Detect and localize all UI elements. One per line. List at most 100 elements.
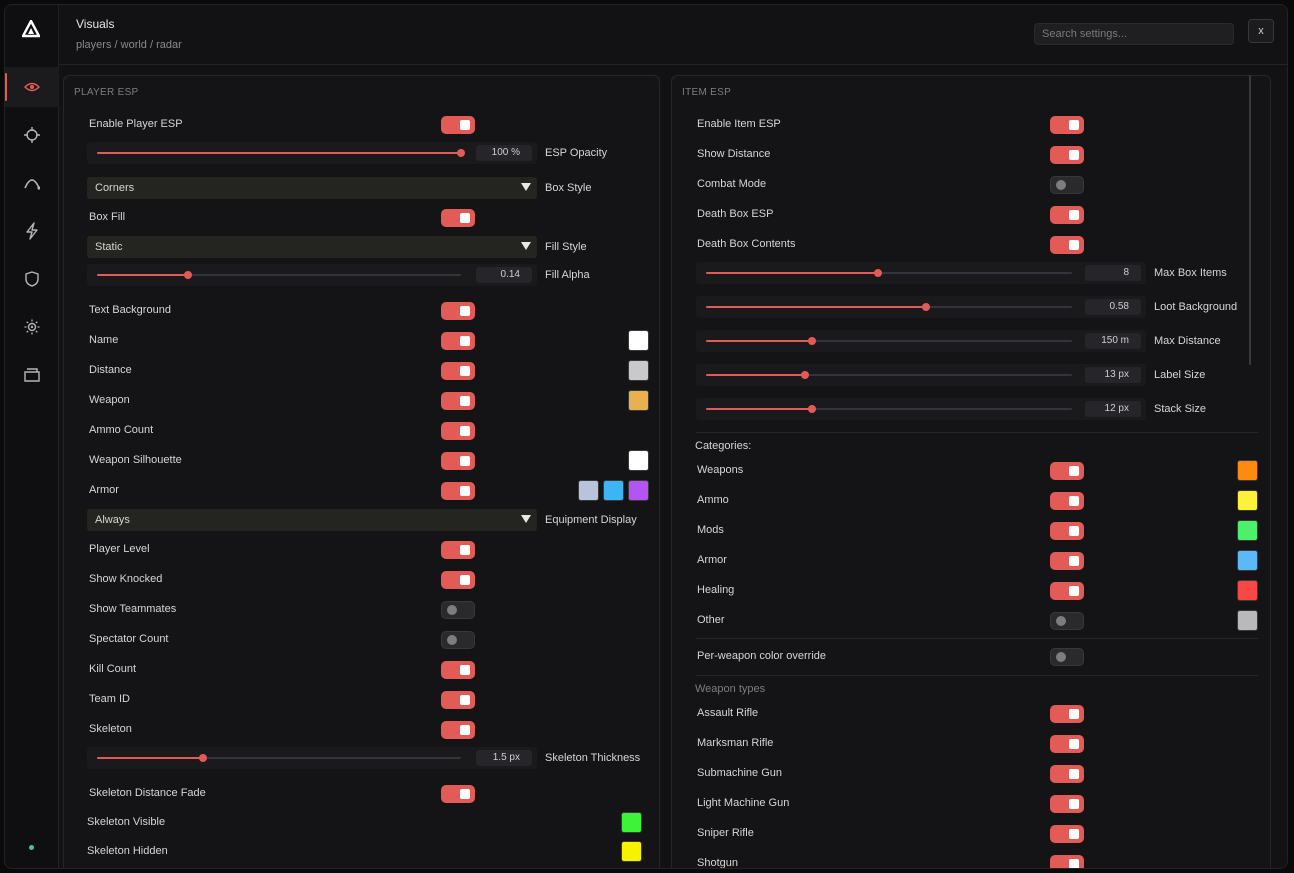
armor-color-swatch[interactable] (628, 480, 649, 501)
slider-fill (706, 408, 813, 410)
box-fill-toggle[interactable] (441, 209, 475, 227)
combat-mode-toggle[interactable] (1050, 176, 1084, 194)
team-id-toggle[interactable] (441, 691, 475, 709)
armor-toggle[interactable] (441, 482, 475, 500)
skeleton-hidden-color-swatch[interactable] (621, 841, 642, 862)
nav-arc[interactable] (5, 163, 59, 203)
fill-style-dropdown[interactable]: Static (87, 236, 537, 258)
name-color-swatch[interactable] (628, 330, 649, 351)
weapon-silhouette-color-swatch[interactable] (628, 450, 649, 471)
category-ammo-color-swatch[interactable] (1237, 490, 1258, 511)
toggle-knob (460, 366, 470, 376)
show-teammates-row: Show Teammates (64, 598, 659, 622)
category-mods-color-swatch[interactable] (1237, 520, 1258, 541)
death-box-esp-toggle[interactable] (1050, 206, 1084, 224)
weapons-toggle[interactable] (1050, 462, 1084, 480)
distance-color-swatch[interactable] (628, 360, 649, 381)
category-weapons-color-swatch[interactable] (1237, 460, 1258, 481)
armor-toggle[interactable] (1050, 552, 1084, 570)
ammo-toggle[interactable] (1050, 492, 1084, 510)
assault-rifle-toggle[interactable] (1050, 705, 1084, 723)
category-healing-color-swatch[interactable] (1237, 580, 1258, 601)
weapon-color-swatch[interactable] (628, 390, 649, 411)
slider-thumb[interactable] (198, 754, 207, 762)
setting-label: Spectator Count (89, 633, 169, 645)
ammo-count-toggle[interactable] (441, 422, 475, 440)
slider-thumb[interactable] (184, 271, 192, 279)
skeleton-thickness-label: Skeleton Thickness (545, 752, 641, 764)
loot-background-slider[interactable] (706, 303, 1072, 311)
name-toggle[interactable] (441, 332, 475, 350)
text-background-toggle[interactable] (441, 302, 475, 320)
death-box-contents-toggle[interactable] (1050, 236, 1084, 254)
skeleton-thickness-slider[interactable] (97, 754, 461, 762)
shotgun-toggle[interactable] (1050, 855, 1084, 868)
nav-eye[interactable] (5, 67, 59, 107)
slider-thumb[interactable] (457, 149, 465, 157)
player-level-toggle[interactable] (441, 541, 475, 559)
scrollbar[interactable] (1249, 75, 1251, 365)
marksman-rifle-toggle[interactable] (1050, 735, 1084, 753)
show-knocked-toggle[interactable] (441, 571, 475, 589)
category-armor-color-swatch[interactable] (1237, 550, 1258, 571)
distance-toggle[interactable] (441, 362, 475, 380)
loot-background-value[interactable]: 0.58 (1085, 299, 1141, 315)
light-machine-gun-toggle[interactable] (1050, 795, 1084, 813)
toggle-knob (1069, 496, 1079, 506)
weapon-silhouette-toggle[interactable] (441, 452, 475, 470)
kill-count-toggle[interactable] (441, 661, 475, 679)
slider-thumb[interactable] (921, 303, 930, 311)
label-size-slider[interactable] (706, 371, 1072, 379)
slider-thumb[interactable] (800, 371, 809, 379)
slider-thumb[interactable] (874, 269, 883, 277)
skeleton-thickness-value[interactable]: 1.5 px (476, 750, 532, 766)
logo-icon (22, 20, 40, 38)
nav-folder[interactable] (5, 355, 59, 395)
label-size-value[interactable]: 13 px (1085, 367, 1141, 383)
enable-player-esp-toggle[interactable] (441, 116, 475, 134)
enable-item-esp-toggle[interactable] (1050, 116, 1084, 134)
loot-background-slider-row: 0.58 (696, 296, 1146, 318)
esp-opacity-slider[interactable] (97, 149, 465, 157)
max-box-items-value[interactable]: 8 (1085, 265, 1141, 281)
healing-toggle[interactable] (1050, 582, 1084, 600)
skeleton-visible-color-swatch[interactable] (621, 812, 642, 833)
sniper-rifle-toggle[interactable] (1050, 825, 1084, 843)
submachine-gun-toggle[interactable] (1050, 765, 1084, 783)
fill-alpha-slider[interactable] (97, 271, 461, 279)
skeleton-distance-fade-toggle[interactable] (441, 785, 475, 803)
box-style-dropdown[interactable]: Corners (87, 177, 537, 199)
slider-thumb[interactable] (808, 405, 817, 413)
max-distance-value[interactable]: 150 m (1085, 333, 1141, 349)
skeleton-toggle[interactable] (441, 721, 475, 739)
setting-label: Weapon (89, 394, 130, 406)
armor-color-swatch[interactable] (578, 480, 599, 501)
toggle-knob (460, 725, 470, 735)
max-distance-slider[interactable] (706, 337, 1072, 345)
per-weapon-override-toggle[interactable] (1050, 648, 1084, 666)
equipment-display-dropdown[interactable]: Always (87, 509, 537, 531)
fill-alpha-value[interactable]: 0.14 (476, 267, 532, 283)
nav-crosshair[interactable] (5, 115, 59, 155)
max-box-items-slider[interactable] (706, 269, 1072, 277)
stack-size-slider-row: 12 px (696, 398, 1146, 420)
nav-sun[interactable] (5, 307, 59, 347)
show-teammates-toggle[interactable] (441, 601, 475, 619)
category-other-color-swatch[interactable] (1237, 610, 1258, 631)
mods-row: Mods (672, 519, 1270, 543)
mods-toggle[interactable] (1050, 522, 1084, 540)
search-input[interactable] (1034, 23, 1234, 45)
nav-shield[interactable] (5, 259, 59, 299)
setting-label: Light Machine Gun (697, 797, 790, 809)
stack-size-value[interactable]: 12 px (1085, 401, 1141, 417)
armor-color-swatch[interactable] (603, 480, 624, 501)
slider-thumb[interactable] (808, 337, 817, 345)
nav-bolt[interactable] (5, 211, 59, 251)
close-button[interactable]: x (1248, 19, 1274, 43)
weapon-toggle[interactable] (441, 392, 475, 410)
stack-size-slider[interactable] (706, 405, 1072, 413)
other-toggle[interactable] (1050, 612, 1084, 630)
spectator-count-toggle[interactable] (441, 631, 475, 649)
esp-opacity-value[interactable]: 100 % (476, 145, 532, 161)
show-distance-toggle[interactable] (1050, 146, 1084, 164)
